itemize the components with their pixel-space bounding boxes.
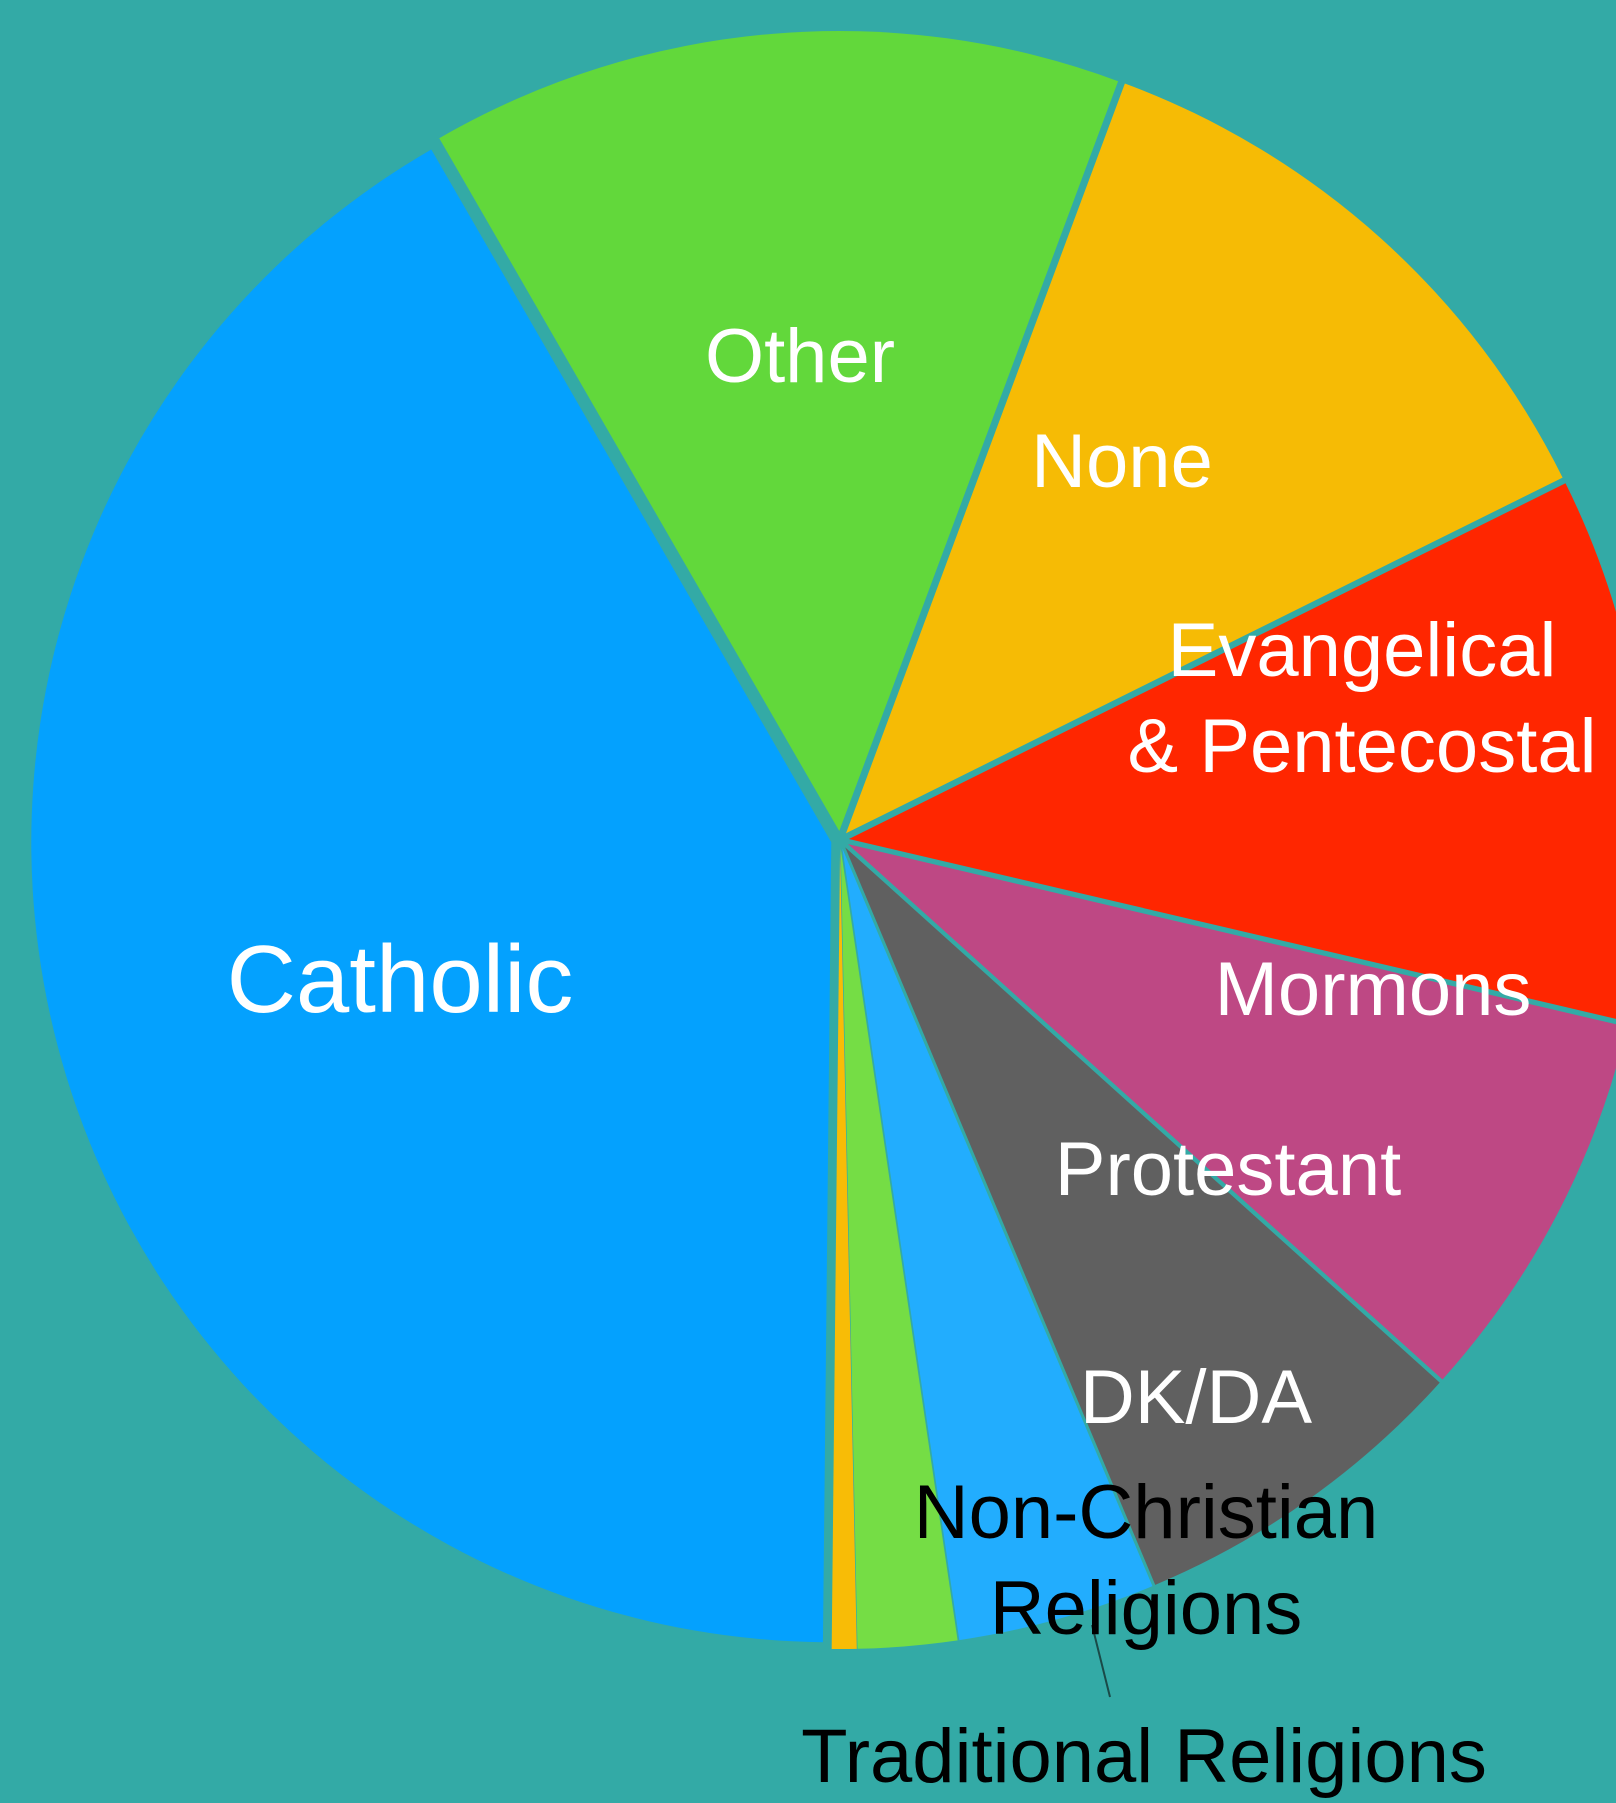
- pie-slice-dk-da: [842, 848, 1153, 1641]
- slice-label-line: Religions: [990, 1566, 1303, 1651]
- pie-slice-catholic: [31, 149, 832, 1643]
- slice-label-line: Evangelical: [1168, 608, 1557, 693]
- slice-label-mormons: Mormons: [1215, 947, 1532, 1032]
- slice-label-line: Non-Christian: [914, 1470, 1379, 1555]
- pie-slice-protestant: [845, 847, 1440, 1585]
- slice-label-catholic: Catholic: [227, 926, 574, 1033]
- pie-slice-traditional-religions: [831, 849, 857, 1650]
- slice-label-none: None: [1031, 419, 1213, 504]
- pie-slice-non-christian-religions: [840, 848, 958, 1649]
- pie-slice-none: [846, 83, 1563, 834]
- slice-label-dk-da: DK/DA: [1080, 1355, 1313, 1440]
- slice-label-traditional-religions: Traditional Religions: [801, 1714, 1487, 1799]
- pie-slice-evangelical-and-pentecostal: [848, 483, 1616, 1019]
- slice-label-evangelical-and-pentecostal: Evangelical & Pentecostal: [1128, 608, 1597, 789]
- pie-labels: Other None Evangelical & Pentecostal Mormons…: [227, 314, 1597, 1799]
- leader-line-traditional-religions: [1091, 1624, 1111, 1698]
- pie-slice-other: [439, 31, 1119, 832]
- slice-label-other: Other: [705, 314, 895, 399]
- pie-slice-mormons: [847, 844, 1616, 1380]
- pie-slices: [31, 31, 1616, 1650]
- slice-label-non-christian-religions: Non-Christian Religions: [914, 1470, 1379, 1651]
- slice-label-line: & Pentecostal: [1128, 704, 1597, 789]
- slice-label-protestant: Protestant: [1055, 1127, 1401, 1212]
